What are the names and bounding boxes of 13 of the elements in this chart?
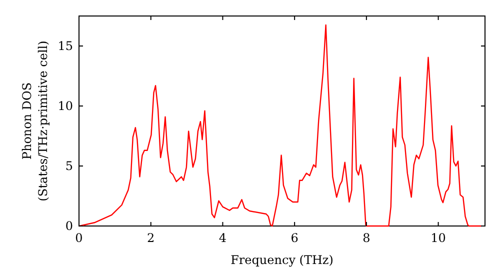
- y-tick-label: 5: [65, 159, 73, 173]
- x-tick-label: 2: [147, 231, 155, 245]
- y-tick-label: 15: [58, 39, 73, 53]
- y-axis-title: Phonon DOS (States/THz·primitive cell): [20, 40, 50, 202]
- x-tick-label: 10: [430, 231, 446, 245]
- x-tick-label: 8: [362, 231, 370, 245]
- x-tick-label: 0: [75, 231, 83, 245]
- y-tick-label: 10: [58, 99, 73, 113]
- x-axis-title: Frequency (THz): [230, 253, 334, 267]
- y-tick-label: 0: [65, 219, 73, 233]
- line-series: [78, 24, 482, 227]
- x-tick-label: 4: [218, 231, 227, 245]
- x-tick-label: 6: [290, 231, 298, 245]
